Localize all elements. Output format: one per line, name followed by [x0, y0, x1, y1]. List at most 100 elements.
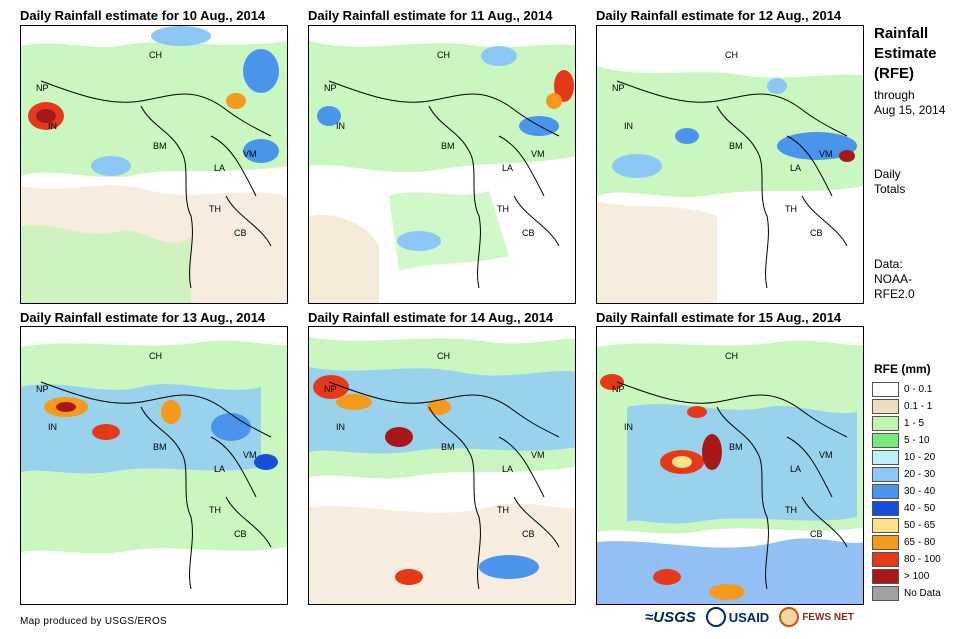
legend-swatch: [872, 586, 899, 601]
label-th: TH: [209, 204, 221, 214]
rainfall-map-15aug: CH NP IN BM LA VM TH CB: [596, 326, 864, 605]
map-canvas: CH NP IN BM LA VM TH CB: [597, 50, 863, 303]
legend-label: 80 - 100: [904, 554, 941, 565]
legend-item: 5 - 10: [872, 432, 962, 449]
label-ch: CH: [437, 351, 450, 361]
map-canvas: CH NP IN BM LA VM TH CB: [21, 340, 287, 590]
sidebar-title: Rainfall Estimate (RFE): [874, 24, 937, 84]
label-np: NP: [612, 384, 625, 394]
fews-net-logo: FEWS NET: [779, 607, 854, 627]
map-canvas: CH NP IN BM LA VM TH CB: [21, 26, 287, 303]
legend-item: 10 - 20: [872, 449, 962, 466]
sidebar-data-source: Data: NOAA- RFE2.0: [874, 257, 915, 302]
legend-label: 10 - 20: [904, 452, 936, 463]
panel-title-1: Daily Rainfall estimate for 10 Aug., 201…: [20, 8, 266, 23]
label-vm: VM: [531, 450, 545, 460]
source-line2: RFE2.0: [874, 287, 915, 301]
legend-swatch: [872, 467, 899, 482]
legend-item: 40 - 50: [872, 500, 962, 517]
panel-title-2: Daily Rainfall estimate for 11 Aug., 201…: [308, 8, 553, 23]
label-in: IN: [336, 422, 345, 432]
label-bm: BM: [441, 141, 455, 151]
legend-swatch: [872, 433, 899, 448]
label-la: LA: [214, 163, 225, 173]
data-label: Data:: [874, 257, 903, 271]
legend-label: 1 - 5: [904, 418, 925, 429]
map-canvas: CH NP IN BM LA VM TH CB: [597, 340, 863, 604]
label-vm: VM: [243, 450, 257, 460]
label-la: LA: [502, 163, 513, 173]
source-line1: NOAA-: [874, 272, 913, 286]
legend-swatch: [872, 416, 899, 431]
legend-swatch: [872, 569, 899, 584]
sidebar-title-line3: (RFE): [874, 65, 914, 82]
through-text: through: [874, 88, 915, 102]
label-la: LA: [790, 163, 801, 173]
legend-label: No Data: [904, 588, 941, 599]
label-la: LA: [790, 464, 801, 474]
label-th: TH: [209, 505, 221, 515]
label-th: TH: [497, 505, 509, 515]
legend-item: 80 - 100: [872, 551, 962, 568]
map-canvas: CH NP IN BM LA VM TH CB: [309, 337, 575, 604]
panel-title-3: Daily Rainfall estimate for 12 Aug., 201…: [596, 8, 842, 23]
rainfall-map-11aug: CH NP IN BM LA VM TH CB: [308, 25, 576, 304]
label-bm: BM: [153, 141, 167, 151]
sidebar-daily-totals: Daily Totals: [874, 167, 905, 197]
legend-swatch: [872, 382, 899, 397]
legend-item: 50 - 65: [872, 517, 962, 534]
label-ch: CH: [725, 351, 738, 361]
legend-label: 5 - 10: [904, 435, 930, 446]
sidebar-title-line1: Rainfall: [874, 25, 929, 42]
legend: 0 - 0.1 0.1 - 1 1 - 5 5 - 10 10 - 20 20 - 30 3…: [872, 381, 962, 602]
legend-swatch: [872, 518, 899, 533]
daily-text: Daily: [874, 167, 901, 181]
label-bm: BM: [441, 442, 455, 452]
usaid-seal-icon: [705, 607, 726, 627]
label-vm: VM: [531, 149, 545, 159]
legend-title: RFE (mm): [874, 362, 931, 376]
label-th: TH: [785, 204, 797, 214]
label-cb: CB: [810, 228, 823, 238]
label-cb: CB: [522, 529, 535, 539]
label-in: IN: [624, 121, 633, 131]
legend-swatch: [872, 552, 899, 567]
totals-text: Totals: [874, 182, 906, 196]
legend-item: 30 - 40: [872, 483, 962, 500]
panel-title-5: Daily Rainfall estimate for 14 Aug., 201…: [308, 310, 554, 325]
label-in: IN: [48, 422, 57, 432]
label-th: TH: [785, 505, 797, 515]
label-ch: CH: [725, 50, 738, 60]
rainfall-map-10aug: CH NP IN BM LA VM TH CB: [20, 25, 288, 304]
footer-credit: Map produced by USGS/EROS: [20, 616, 168, 627]
rainfall-map-13aug: CH NP IN BM LA VM TH CB: [20, 326, 288, 605]
legend-swatch: [872, 535, 899, 550]
label-la: LA: [502, 464, 513, 474]
legend-label: > 100: [904, 571, 930, 582]
legend-item: > 100: [872, 568, 962, 585]
label-bm: BM: [729, 442, 743, 452]
legend-label: 65 - 80: [904, 537, 936, 548]
through-date: Aug 15, 2014: [874, 103, 946, 117]
label-np: NP: [36, 384, 49, 394]
label-vm: VM: [819, 149, 833, 159]
legend-swatch: [872, 399, 899, 414]
label-in: IN: [336, 121, 345, 131]
sidebar-through: through Aug 15, 2014: [874, 88, 945, 118]
label-cb: CB: [234, 228, 247, 238]
legend-label: 0.1 - 1: [904, 401, 933, 412]
logo-strip: ≈USGS USAID FEWS NET: [645, 607, 854, 627]
panel-title-6: Daily Rainfall estimate for 15 Aug., 201…: [596, 310, 842, 325]
label-np: NP: [612, 83, 625, 93]
label-in: IN: [624, 422, 633, 432]
sidebar-title-line2: Estimate: [874, 45, 937, 62]
label-bm: BM: [153, 442, 167, 452]
fews-net-emblem-icon: [779, 607, 800, 627]
label-ch: CH: [149, 351, 162, 361]
label-cb: CB: [234, 529, 247, 539]
label-vm: VM: [243, 149, 257, 159]
legend-item: 20 - 30: [872, 466, 962, 483]
legend-item: 1 - 5: [872, 415, 962, 432]
legend-label: 0 - 0.1: [904, 384, 933, 395]
label-vm: VM: [819, 450, 833, 460]
